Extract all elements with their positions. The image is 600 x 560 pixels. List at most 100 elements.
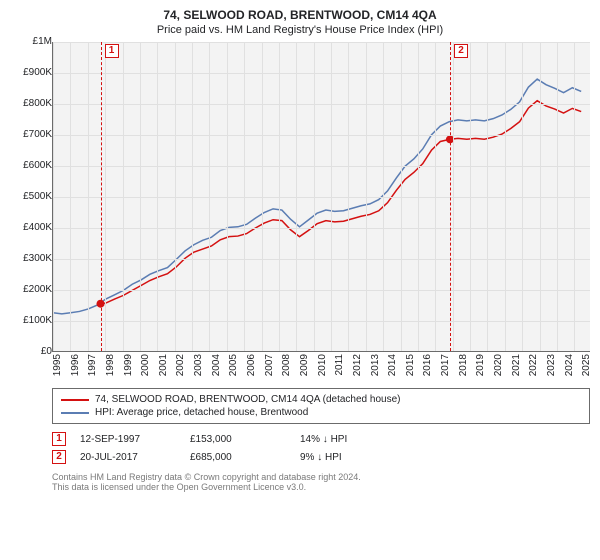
transaction-row-badge: 2 (52, 450, 66, 464)
plot-row: £1M£900K£800K£700K£600K£500K£400K£300K£2… (10, 42, 590, 352)
transactions-table: 1 12-SEP-1997£153,00014% ↓ HPI 2 20-JUL-201… (52, 430, 590, 466)
x-tick-label: 1996 (70, 354, 81, 376)
v-gridline (192, 42, 193, 351)
x-tick-label: 2010 (317, 354, 328, 376)
transaction-badge: 2 (454, 44, 468, 58)
v-gridline (70, 42, 71, 351)
legend-swatch (61, 399, 89, 401)
legend-row: HPI: Average price, detached house, Bren… (61, 406, 581, 419)
x-tick-label: 2012 (352, 354, 363, 376)
x-tick-label: 2018 (458, 354, 469, 376)
v-gridline (140, 42, 141, 351)
x-axis-row: 1995 1996 1997 1998 1999 2000 2001 2002 2003 2004… (52, 352, 590, 384)
x-tick-label: 2020 (493, 354, 504, 376)
x-tick-label: 1999 (123, 354, 134, 376)
v-gridline (53, 42, 54, 351)
x-tick-label: 1997 (87, 354, 98, 376)
v-gridline (383, 42, 384, 351)
x-tick-label: 2006 (246, 354, 257, 376)
x-tick-label: 2003 (193, 354, 204, 376)
transaction-row-badge: 1 (52, 432, 66, 446)
v-gridline (105, 42, 106, 351)
h-gridline (53, 166, 590, 167)
x-tick-label: 2024 (564, 354, 575, 376)
v-gridline (418, 42, 419, 351)
legend-swatch (61, 412, 89, 414)
v-gridline (227, 42, 228, 351)
x-tick-label: 2017 (440, 354, 451, 376)
x-tick-label: 2009 (299, 354, 310, 376)
h-gridline (53, 321, 590, 322)
legend-label: HPI: Average price, detached house, Bren… (95, 407, 308, 418)
x-tick-label: 2023 (546, 354, 557, 376)
transaction-price: £685,000 (190, 452, 300, 463)
y-axis: £1M£900K£800K£700K£600K£500K£400K£300K£2… (10, 42, 52, 352)
h-gridline (53, 197, 590, 198)
h-gridline (53, 259, 590, 260)
h-gridline (53, 104, 590, 105)
x-tick-label: 2001 (158, 354, 169, 376)
v-gridline (314, 42, 315, 351)
x-tick-label: 2021 (511, 354, 522, 376)
x-tick-label: 2019 (475, 354, 486, 376)
transaction-vline (450, 42, 451, 351)
chart-title: 74, SELWOOD ROAD, BRENTWOOD, CM14 4QA (10, 8, 590, 22)
v-gridline (453, 42, 454, 351)
v-gridline (574, 42, 575, 351)
footer-line-2: This data is licensed under the Open Gov… (52, 482, 590, 492)
v-gridline (487, 42, 488, 351)
transaction-date: 12-SEP-1997 (80, 434, 190, 445)
v-gridline (435, 42, 436, 351)
v-gridline (505, 42, 506, 351)
x-tick-label: 2007 (264, 354, 275, 376)
v-gridline (348, 42, 349, 351)
v-gridline (522, 42, 523, 351)
series-line (101, 101, 582, 304)
v-gridline (123, 42, 124, 351)
x-tick-label: 2025 (581, 354, 592, 376)
legend: 74, SELWOOD ROAD, BRENTWOOD, CM14 4QA (d… (52, 388, 590, 424)
footer-line-1: Contains HM Land Registry data © Crown c… (52, 472, 590, 482)
x-tick-label: 2016 (422, 354, 433, 376)
x-axis: 1995 1996 1997 1998 1999 2000 2001 2002 2003 2004… (52, 352, 590, 384)
h-gridline (53, 228, 590, 229)
v-gridline (557, 42, 558, 351)
v-gridline (209, 42, 210, 351)
transaction-diff: 14% ↓ HPI (300, 434, 400, 445)
v-gridline (279, 42, 280, 351)
transaction-badge: 1 (105, 44, 119, 58)
chart-subtitle: Price paid vs. HM Land Registry's House … (10, 24, 590, 36)
x-tick-label: 2008 (281, 354, 292, 376)
transaction-vline (101, 42, 102, 351)
transaction-diff: 9% ↓ HPI (300, 452, 400, 463)
v-gridline (157, 42, 158, 351)
x-tick-label: 1998 (105, 354, 116, 376)
x-tick-label: 2002 (175, 354, 186, 376)
transaction-row: 1 12-SEP-1997£153,00014% ↓ HPI (52, 430, 590, 448)
v-gridline (470, 42, 471, 351)
transaction-date: 20-JUL-2017 (80, 452, 190, 463)
x-tick-label: 2022 (528, 354, 539, 376)
transaction-row: 2 20-JUL-2017£685,0009% ↓ HPI (52, 448, 590, 466)
v-gridline (175, 42, 176, 351)
x-tick-label: 2004 (211, 354, 222, 376)
plot-area: 12 (52, 42, 590, 352)
x-tick-label: 2011 (334, 354, 345, 376)
x-tick-label: 2005 (228, 354, 239, 376)
footer: Contains HM Land Registry data © Crown c… (52, 472, 590, 492)
x-tick-label: 2015 (405, 354, 416, 376)
x-tick-label: 1995 (52, 354, 63, 376)
h-gridline (53, 135, 590, 136)
v-gridline (296, 42, 297, 351)
v-gridline (88, 42, 89, 351)
x-tick-label: 2013 (370, 354, 381, 376)
v-gridline (331, 42, 332, 351)
v-gridline (401, 42, 402, 351)
x-tick-label: 2000 (140, 354, 151, 376)
v-gridline (262, 42, 263, 351)
h-gridline (53, 290, 590, 291)
transaction-price: £153,000 (190, 434, 300, 445)
h-gridline (53, 42, 590, 43)
v-gridline (244, 42, 245, 351)
x-tick-label: 2014 (387, 354, 398, 376)
